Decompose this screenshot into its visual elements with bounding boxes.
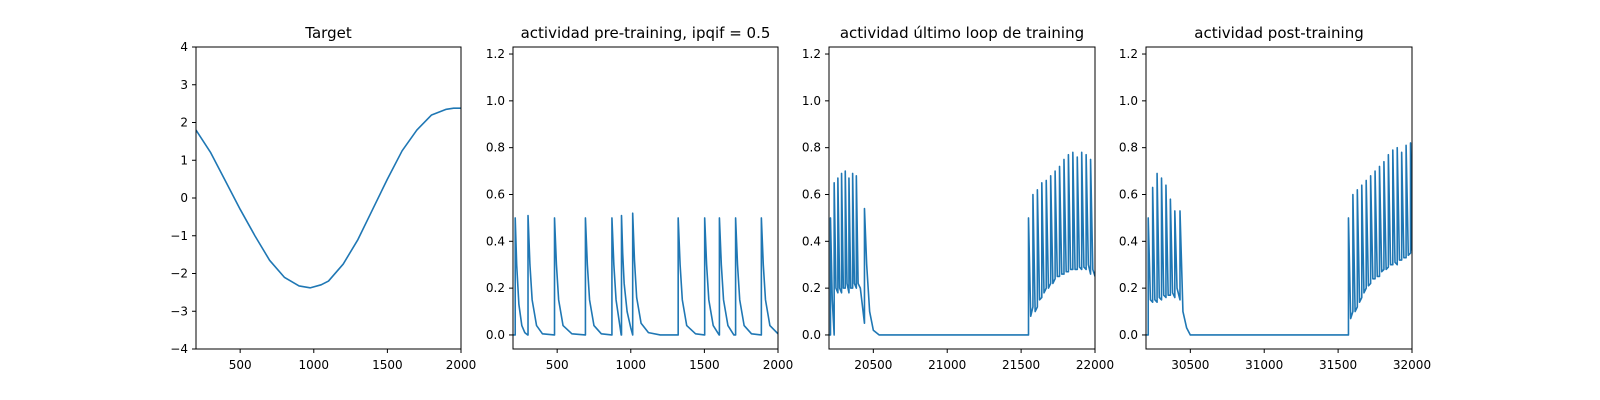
x-tick-label: 500: [229, 358, 252, 372]
series-line-3-1: [829, 151, 1095, 336]
y-tick-label: 1.2: [486, 47, 505, 61]
y-tick-label: −2: [170, 267, 188, 281]
chart-title: actividad post-training: [1194, 24, 1363, 42]
y-tick-label: 4: [180, 40, 188, 54]
y-tick-label: 2: [180, 116, 188, 130]
x-tick-label: 22000: [1076, 358, 1114, 372]
y-tick-label: 0.4: [486, 234, 505, 248]
x-tick-label: 20500: [854, 358, 892, 372]
x-tick-label: 1500: [689, 358, 720, 372]
series-line-1-1: [196, 107, 461, 289]
y-tick-label: 1.0: [486, 94, 505, 108]
chart-panel-4: 30500 31000 31500 32000 0.0 0.2 0.4 0.6 0.8 1.0 1.…: [1119, 24, 1431, 372]
series-line-2-1: [513, 212, 778, 336]
y-tick-label: −3: [170, 304, 188, 318]
x-tick-label: 1000: [616, 358, 647, 372]
x-tick-label: 2000: [763, 358, 794, 372]
axes-frame: [195, 46, 462, 350]
x-tick-label: 1500: [372, 358, 403, 372]
axes-frame: [828, 46, 1096, 350]
x-tick-label: 30500: [1171, 358, 1209, 372]
y-tick-label: 0.6: [802, 187, 821, 201]
x-tick-label: 31500: [1319, 358, 1357, 372]
y-tick-label: 0.2: [1119, 281, 1138, 295]
y-tick-label: 1: [180, 153, 188, 167]
y-tick-label: 0: [180, 191, 188, 205]
y-tick-label: 0.0: [486, 328, 505, 342]
y-tick-label: −4: [170, 342, 188, 356]
chart-title: Target: [304, 24, 352, 42]
x-tick-label: 1000: [299, 358, 330, 372]
chart-title: actividad pre-training, ipqif = 0.5: [521, 24, 771, 42]
y-tick-label: 0.0: [802, 328, 821, 342]
x-tick-label: 21500: [1002, 358, 1040, 372]
series-line-4-1: [1146, 142, 1412, 336]
y-tick-label: 0.0: [1119, 328, 1138, 342]
chart-panel-1: 500 1000 1500 2000 −4 −3 −2 −1 0 1 2 3 4 Target: [170, 24, 476, 372]
y-tick-label: 0.4: [1119, 234, 1138, 248]
chart-title: actividad último loop de training: [840, 24, 1084, 42]
y-tick-label: 1.2: [1119, 47, 1138, 61]
chart-panel-2: 500 1000 1500 2000 0.0 0.2 0.4 0.6 0.8 1.0 1.2 acti…: [486, 24, 793, 372]
y-tick-label: 3: [180, 78, 188, 92]
y-tick-label: 0.8: [486, 141, 505, 155]
y-tick-label: 1.2: [802, 47, 821, 61]
y-tick-label: 0.6: [1119, 187, 1138, 201]
y-tick-label: 1.0: [1119, 94, 1138, 108]
y-tick-label: 0.8: [1119, 141, 1138, 155]
x-tick-label: 500: [546, 358, 569, 372]
y-tick-label: 0.8: [802, 141, 821, 155]
axes-frame: [1145, 46, 1413, 350]
y-tick-label: 0.4: [802, 234, 821, 248]
axes-frame: [512, 46, 779, 350]
x-tick-label: 21000: [928, 358, 966, 372]
x-tick-label: 2000: [446, 358, 477, 372]
y-tick-label: 0.6: [486, 187, 505, 201]
y-tick-label: −1: [170, 229, 188, 243]
y-tick-label: 1.0: [802, 94, 821, 108]
y-tick-label: 0.2: [486, 281, 505, 295]
chart-panel-3: 20500 21000 21500 22000 0.0 0.2 0.4 0.6 0.8 1.0 1.…: [802, 24, 1114, 372]
y-tick-label: 0.2: [802, 281, 821, 295]
x-tick-label: 32000: [1393, 358, 1431, 372]
x-tick-label: 31000: [1245, 358, 1283, 372]
